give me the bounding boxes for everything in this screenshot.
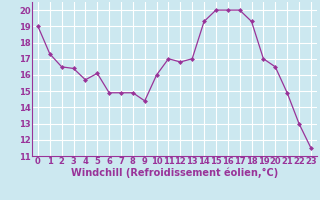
- X-axis label: Windchill (Refroidissement éolien,°C): Windchill (Refroidissement éolien,°C): [71, 168, 278, 178]
